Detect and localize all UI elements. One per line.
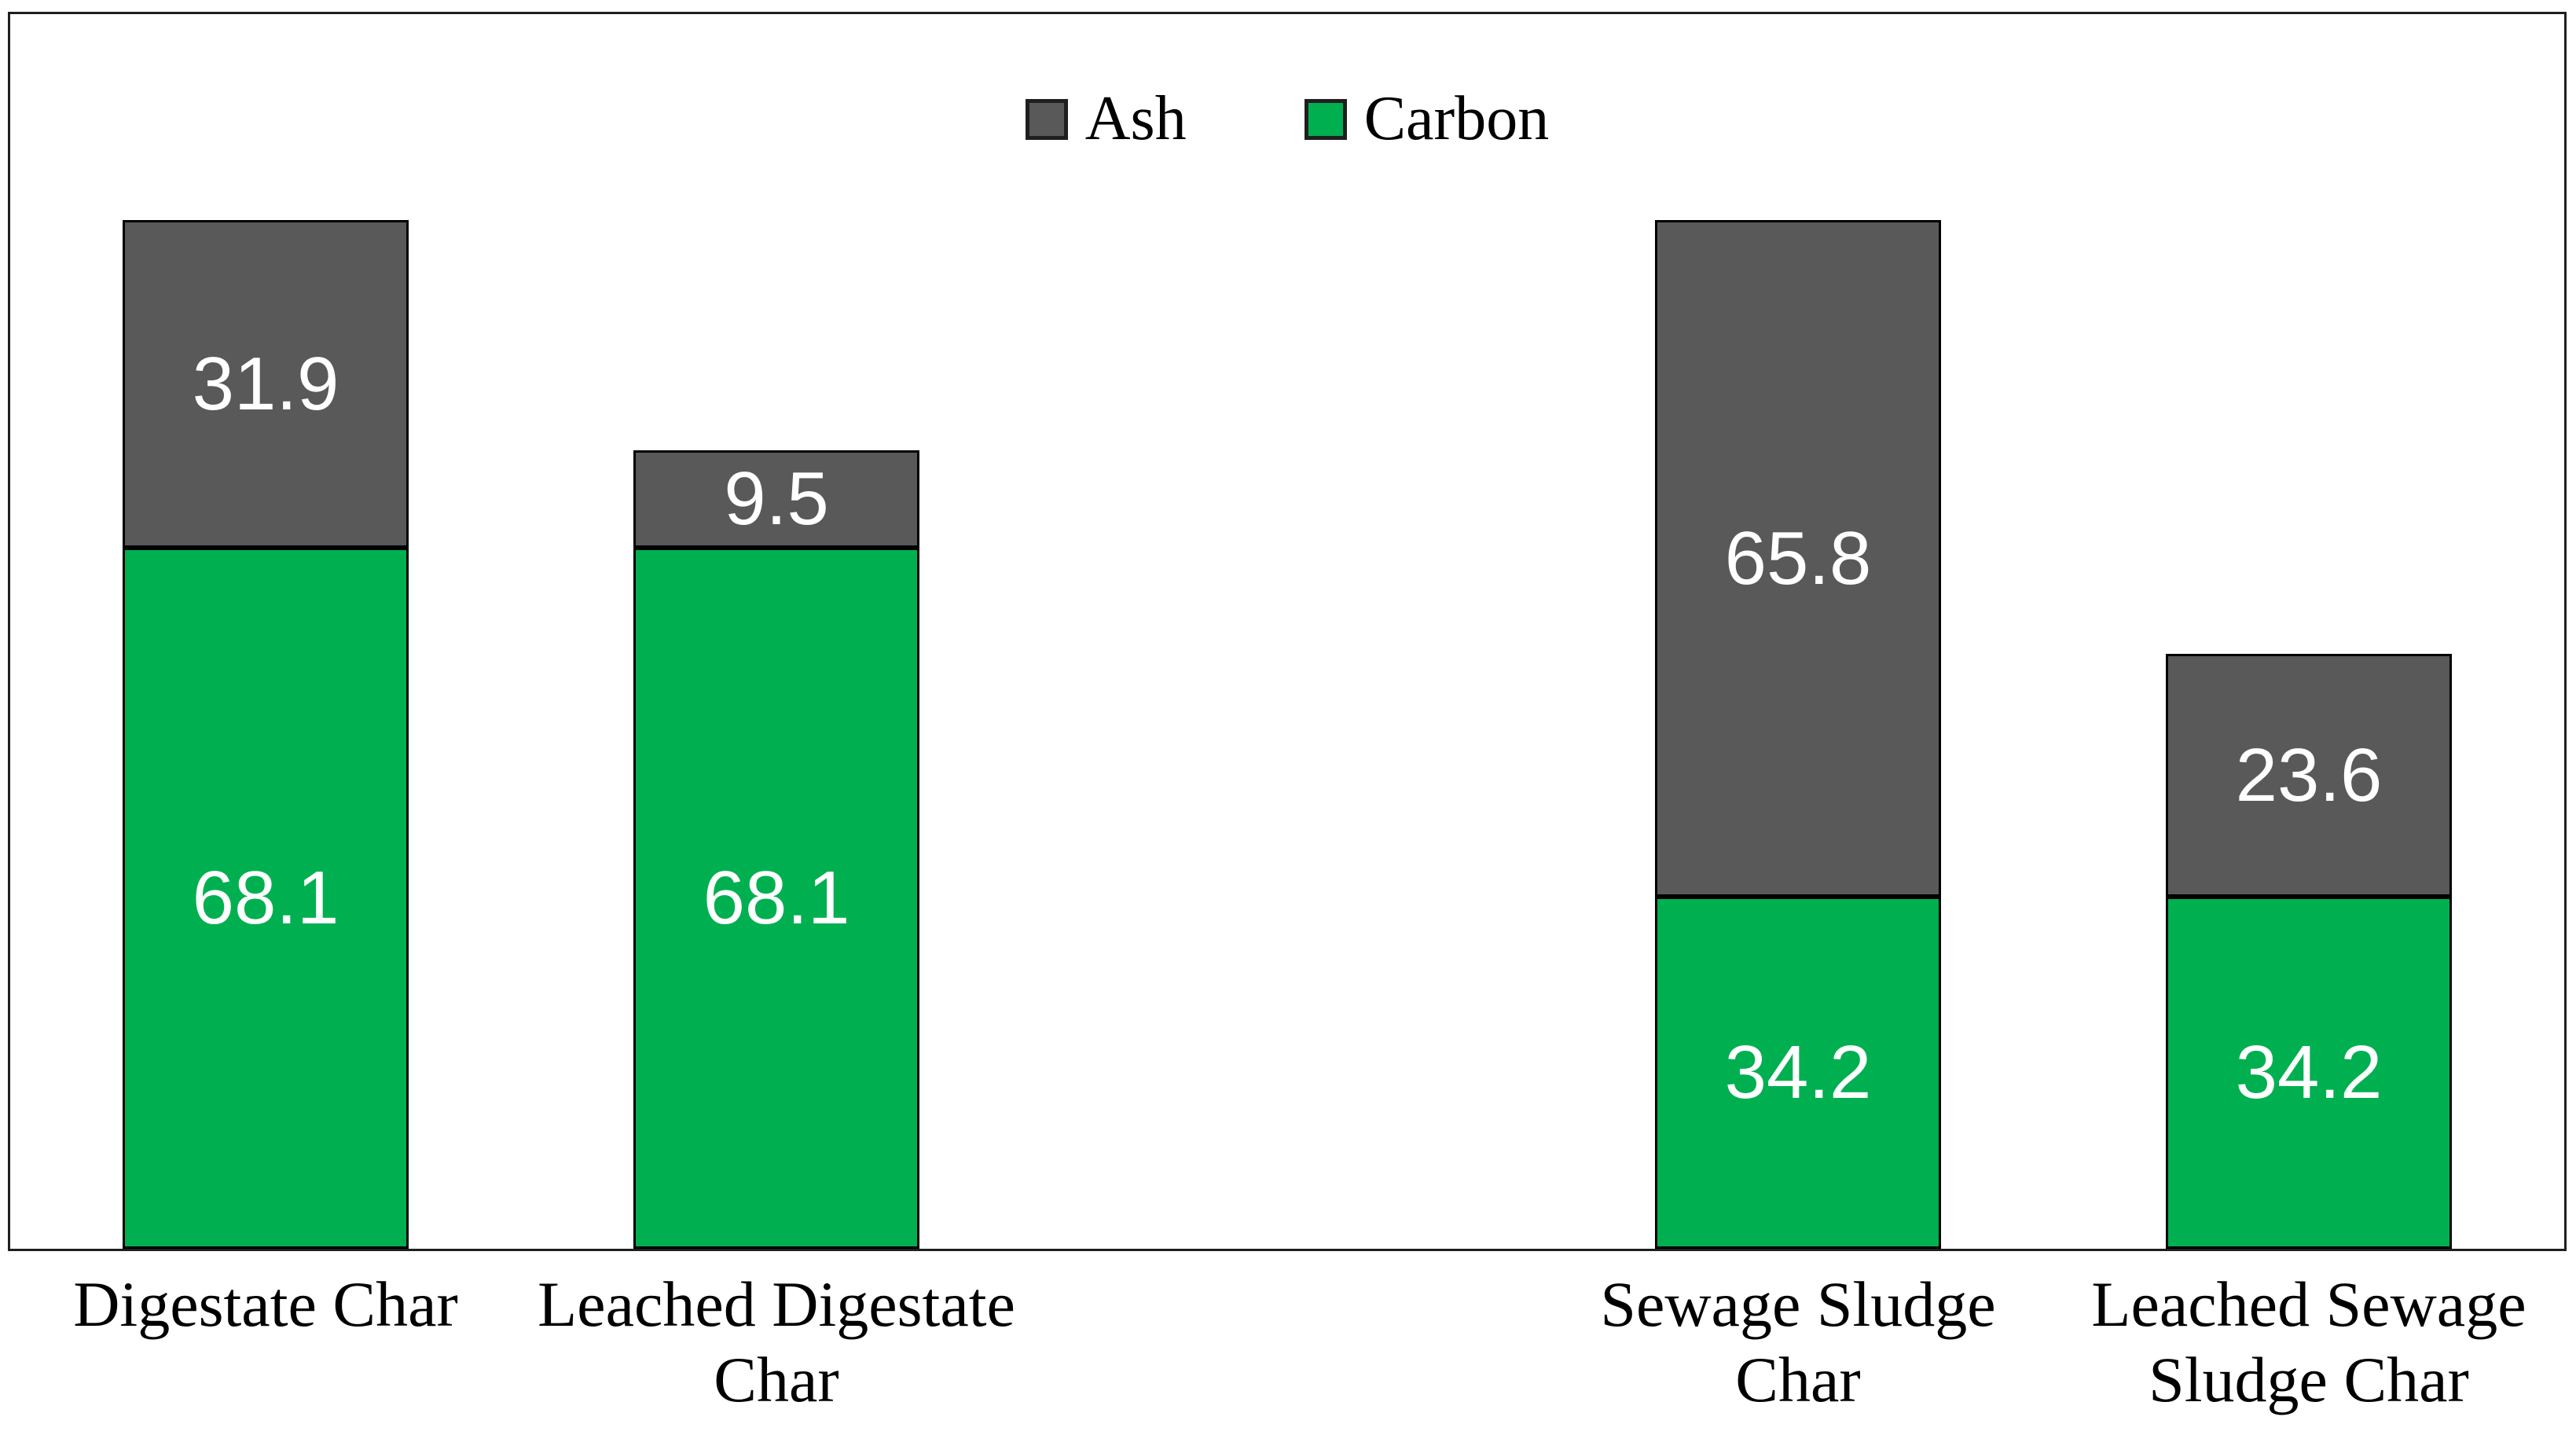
segment-carbon-sewage-sludge-char: 34.2: [1655, 897, 1941, 1249]
x-axis-label-line: Sludge Char: [2149, 1343, 2469, 1415]
value-label: 34.2: [2235, 1030, 2383, 1115]
value-label: 68.1: [192, 856, 339, 941]
x-axis-label-line: Leached Sewage: [2091, 1268, 2526, 1340]
x-axis-label-leached-sewage-sludge-char: Leached Sewage Sludge Char: [2034, 1267, 2576, 1418]
bar-digestate-char: 68.1 31.9: [123, 219, 409, 1249]
legend-item-ash: Ash: [1025, 83, 1187, 155]
legend-swatch-carbon-icon: [1304, 98, 1347, 140]
segment-ash-leached-digestate-char: 9.5: [633, 450, 919, 549]
segment-carbon-leached-sewage-sludge-char: 34.2: [2166, 897, 2452, 1249]
x-axis-label-digestate-char: Digestate Char: [0, 1267, 541, 1342]
legend-label: Ash: [1084, 84, 1187, 153]
bar-leached-digestate-char: 68.1 9.5: [633, 450, 919, 1249]
x-axis-label-line: Char: [714, 1343, 839, 1415]
x-axis-label-line: Char: [1735, 1343, 1861, 1415]
x-axis-label-line: Sewage Sludge: [1600, 1268, 1996, 1340]
segment-carbon-digestate-char: 68.1: [123, 548, 409, 1249]
legend: Ash Carbon: [10, 83, 2564, 155]
plot-area: Ash Carbon 68.1 31.9 68.1 9.5 34.2 65.8 34.2 23.…: [8, 12, 2567, 1251]
segment-carbon-leached-digestate-char: 68.1: [633, 548, 919, 1249]
segment-ash-leached-sewage-sludge-char: 23.6: [2166, 654, 2452, 897]
x-axis-label-sewage-sludge-char: Sewage Sludge Char: [1523, 1267, 2073, 1418]
legend-swatch-ash-icon: [1025, 98, 1068, 140]
segment-ash-digestate-char: 31.9: [123, 219, 409, 549]
value-label: 34.2: [1724, 1030, 1872, 1115]
x-axis-label-leached-digestate-char: Leached Digestate Char: [501, 1267, 1051, 1418]
legend-item-carbon: Carbon: [1304, 83, 1550, 155]
x-axis-label-line: Digestate Char: [73, 1268, 458, 1340]
bar-leached-sewage-sludge-char: 34.2 23.6: [2166, 654, 2452, 1249]
value-label: 9.5: [724, 457, 829, 541]
value-label: 65.8: [1724, 516, 1872, 600]
segment-ash-sewage-sludge-char: 65.8: [1655, 219, 1941, 897]
legend-label: Carbon: [1363, 84, 1550, 153]
value-label: 23.6: [2235, 732, 2383, 817]
value-label: 68.1: [703, 856, 850, 941]
bar-sewage-sludge-char: 34.2 65.8: [1655, 219, 1941, 1249]
x-axis-label-line: Leached Digestate: [538, 1268, 1015, 1340]
value-label: 31.9: [192, 341, 339, 426]
